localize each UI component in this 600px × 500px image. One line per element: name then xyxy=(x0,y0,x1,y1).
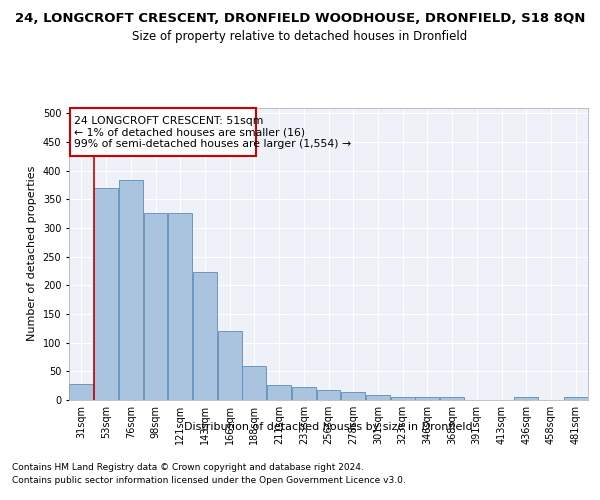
Bar xyxy=(341,392,365,400)
Bar xyxy=(168,213,192,400)
Bar xyxy=(366,396,390,400)
Bar xyxy=(70,384,94,400)
Text: Contains public sector information licensed under the Open Government Licence v3: Contains public sector information licen… xyxy=(12,476,406,485)
Bar xyxy=(317,390,340,400)
Bar xyxy=(218,330,242,400)
Text: 24 LONGCROFT CRESCENT: 51sqm: 24 LONGCROFT CRESCENT: 51sqm xyxy=(74,116,263,126)
Text: Size of property relative to detached houses in Dronfield: Size of property relative to detached ho… xyxy=(133,30,467,43)
Bar xyxy=(514,397,538,400)
Text: 24, LONGCROFT CRESCENT, DRONFIELD WOODHOUSE, DRONFIELD, S18 8QN: 24, LONGCROFT CRESCENT, DRONFIELD WOODHO… xyxy=(15,12,585,26)
Bar xyxy=(94,188,118,400)
Bar xyxy=(292,388,316,400)
Text: ← 1% of detached houses are smaller (16): ← 1% of detached houses are smaller (16) xyxy=(74,128,305,138)
Text: Distribution of detached houses by size in Dronfield: Distribution of detached houses by size … xyxy=(184,422,473,432)
Bar xyxy=(440,397,464,400)
Bar xyxy=(193,272,217,400)
Bar xyxy=(391,396,415,400)
Bar xyxy=(242,366,266,400)
Bar xyxy=(267,384,291,400)
Text: Contains HM Land Registry data © Crown copyright and database right 2024.: Contains HM Land Registry data © Crown c… xyxy=(12,462,364,471)
Bar xyxy=(119,180,143,400)
Y-axis label: Number of detached properties: Number of detached properties xyxy=(27,166,37,342)
Bar xyxy=(415,397,439,400)
Bar xyxy=(563,397,587,400)
Bar xyxy=(143,213,167,400)
FancyBboxPatch shape xyxy=(70,108,256,156)
Text: 99% of semi-detached houses are larger (1,554) →: 99% of semi-detached houses are larger (… xyxy=(74,139,351,149)
